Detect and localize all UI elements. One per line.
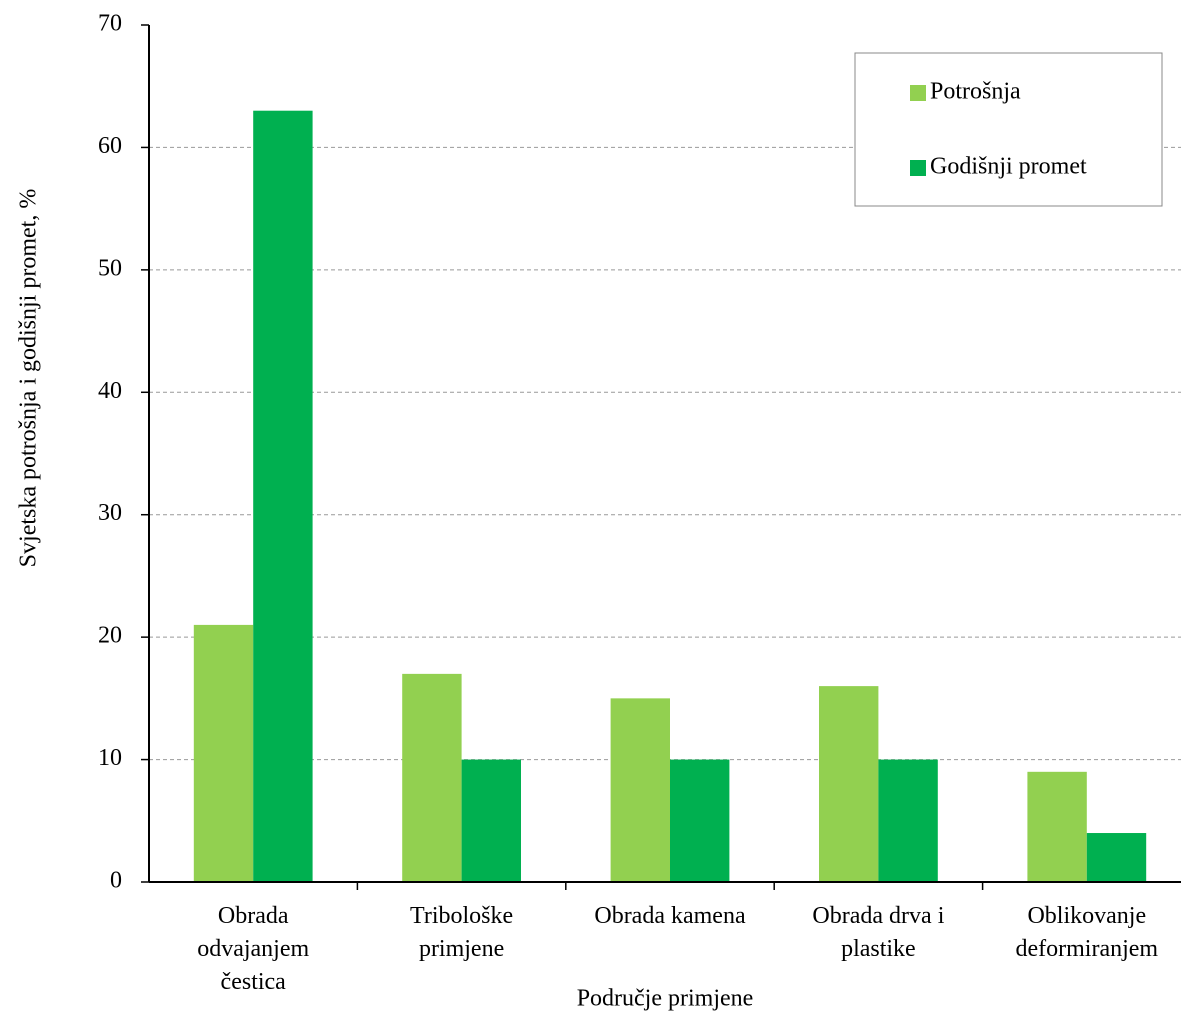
bar <box>402 673 462 882</box>
y-tick-label: 40 <box>98 378 122 404</box>
y-axis-title: Svjetska potrošnja i godišnji promet, % <box>16 189 42 568</box>
bar <box>193 624 254 882</box>
y-tick-label: 10 <box>98 745 122 771</box>
y-tick-label: 20 <box>98 623 122 649</box>
x-tick-label: Tribološke primjene <box>410 903 513 962</box>
bar <box>819 686 879 882</box>
legend-swatch <box>910 160 926 176</box>
y-tick-label: 30 <box>98 500 122 526</box>
bar <box>461 759 521 882</box>
legend-swatch <box>910 85 926 101</box>
bar <box>878 759 938 882</box>
x-axis-title: Područje primjene <box>577 986 754 1012</box>
bar <box>253 110 313 882</box>
legend-label: Godišnji promet <box>930 154 1087 180</box>
bar <box>610 698 670 882</box>
x-tick-label: Obrada kamena <box>594 903 746 929</box>
bar <box>1086 833 1147 882</box>
legend-label: Potrošnja <box>930 79 1021 105</box>
y-tick-label: 0 <box>110 868 122 894</box>
y-tick-label: 70 <box>98 11 122 37</box>
x-tick-label: Obrada drva i plastike <box>812 903 944 962</box>
legend-box <box>854 52 1163 207</box>
bar <box>670 759 730 882</box>
x-tick-label: Oblikovanje deformiranjem <box>1015 903 1158 962</box>
x-tick-label: Obrada odvajanjem čestica <box>197 903 309 995</box>
bar <box>1027 771 1087 882</box>
y-tick-label: 60 <box>98 133 122 159</box>
y-tick-label: 50 <box>98 255 122 281</box>
